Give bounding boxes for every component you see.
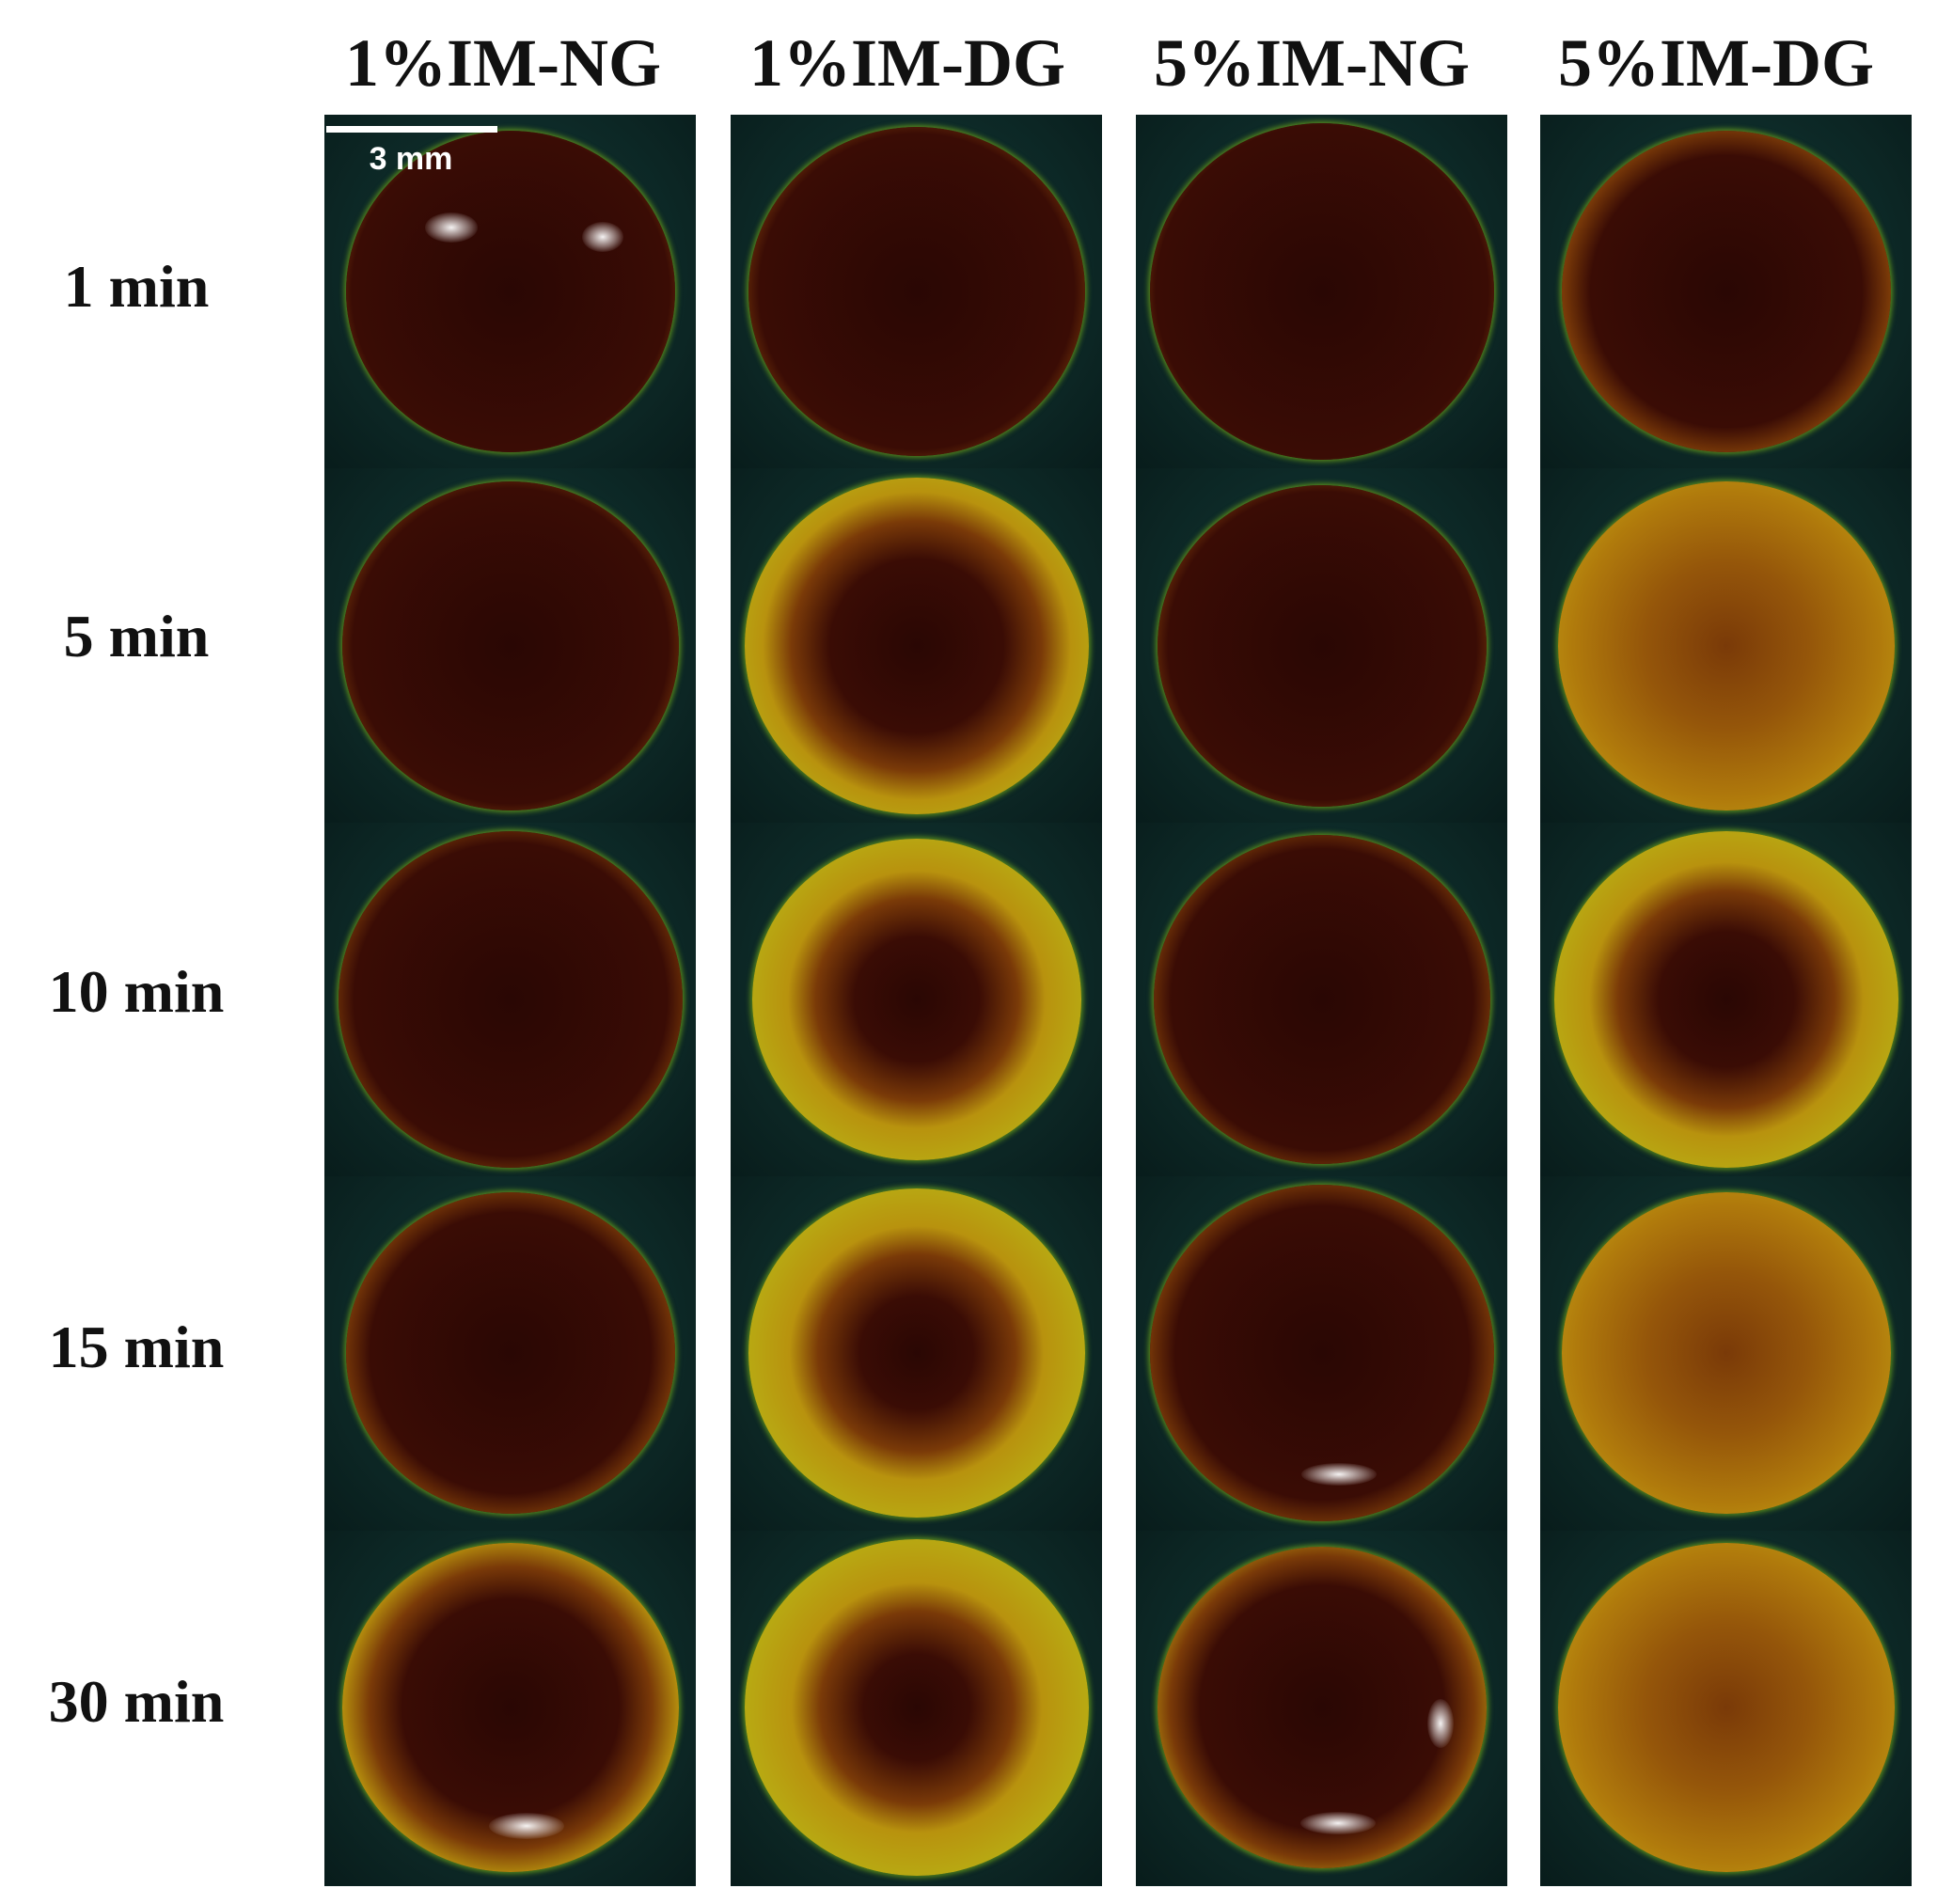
row-label-10-min: 10 min	[48, 958, 225, 1025]
gel-droplet	[345, 1192, 675, 1515]
gel-droplet	[1557, 480, 1895, 810]
row-label-1-min: 1 min	[63, 253, 210, 320]
row-label-5-min: 5 min	[63, 603, 210, 669]
sample-tile	[1136, 1530, 1507, 1886]
photo-strip-5pct-im-dg	[1540, 115, 1912, 1886]
row-label-15-min: 15 min	[48, 1314, 225, 1380]
gel-droplet	[744, 477, 1089, 814]
gel-droplet	[341, 480, 679, 810]
scale-bar-label: 3 mm	[369, 141, 453, 177]
sample-tile	[1540, 822, 1912, 1179]
gel-droplet	[748, 1188, 1085, 1518]
gel-droplet	[1557, 1542, 1895, 1872]
gel-droplet	[748, 127, 1085, 457]
sample-tile	[324, 468, 696, 825]
column-label-1pct-im-dg: 1%IM-DG	[749, 25, 1065, 101]
light-reflection	[1300, 1811, 1376, 1834]
sample-tile	[324, 1530, 696, 1886]
light-reflection	[1426, 1698, 1454, 1748]
gel-droplet	[1149, 123, 1494, 461]
gel-droplet	[751, 838, 1081, 1160]
gel-droplet	[1149, 1185, 1494, 1522]
scale-bar	[326, 126, 497, 133]
gel-droplet	[1153, 834, 1490, 1164]
gel-droplet	[1157, 484, 1487, 807]
light-reflection	[1300, 1463, 1377, 1487]
sample-tile	[1136, 1176, 1507, 1533]
photo-strip-1pct-im-dg	[731, 115, 1102, 1886]
sample-tile	[1136, 468, 1507, 825]
sample-tile	[1540, 1530, 1912, 1886]
light-reflection	[489, 1812, 565, 1839]
sample-tile	[324, 822, 696, 1179]
gel-droplet	[345, 131, 675, 453]
sample-tile	[324, 115, 696, 471]
gel-droplet	[341, 1542, 679, 1872]
sample-tile	[731, 822, 1102, 1179]
photo-strip-1pct-im-ng	[324, 115, 696, 1886]
sample-tile	[731, 1176, 1102, 1533]
gel-droplet	[1561, 1192, 1891, 1515]
gel-droplet	[1553, 830, 1898, 1168]
column-label-1pct-im-ng: 1%IM-NG	[345, 25, 661, 101]
row-label-30-min: 30 min	[48, 1668, 225, 1735]
sample-tile	[324, 1176, 696, 1533]
gel-droplet	[338, 830, 683, 1168]
sample-tile	[1540, 115, 1912, 471]
sample-tile	[731, 1530, 1102, 1886]
column-label-5pct-im-ng: 5%IM-NG	[1154, 25, 1470, 101]
column-label-5pct-im-dg: 5%IM-DG	[1558, 25, 1874, 101]
gel-droplet	[1561, 131, 1891, 453]
sample-tile	[1540, 468, 1912, 825]
photo-strip-5pct-im-ng	[1136, 115, 1507, 1886]
light-reflection	[581, 222, 623, 253]
sample-tile	[731, 468, 1102, 825]
sample-tile	[1136, 115, 1507, 471]
sample-tile	[1136, 822, 1507, 1179]
sample-tile	[731, 115, 1102, 471]
gel-droplet	[1157, 1546, 1487, 1868]
sample-tile	[1540, 1176, 1912, 1533]
gel-droplet	[744, 1538, 1089, 1876]
light-reflection	[424, 212, 478, 243]
